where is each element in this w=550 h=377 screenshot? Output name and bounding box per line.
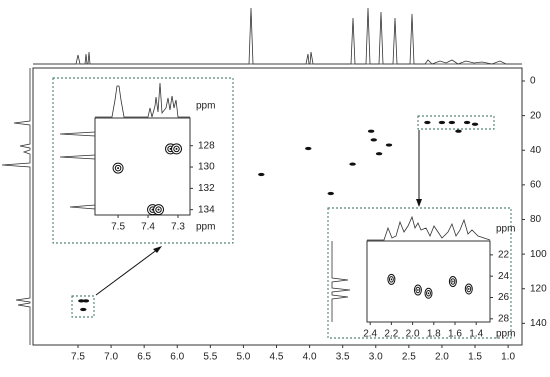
x-tick-label: 5.0 — [236, 352, 250, 363]
y-tick-label: 100 — [530, 249, 547, 260]
cross-peak — [463, 120, 471, 125]
y-tick-label: 60 — [530, 180, 542, 191]
contour-core — [390, 278, 393, 281]
contour-core — [169, 147, 172, 150]
contour-core — [468, 287, 470, 290]
cross-peak — [375, 152, 383, 156]
x-tick-label: 3.0 — [369, 352, 383, 363]
x-tick-label: 4.0 — [303, 352, 317, 363]
x-tick-label: 1.8 — [427, 329, 441, 340]
x-tick-label: 7.3 — [171, 222, 185, 233]
x-tick-label: 5.5 — [203, 352, 217, 363]
contour-ring — [173, 145, 180, 153]
cross-peak — [367, 129, 375, 133]
contour-core — [157, 208, 160, 211]
inset-top-projection — [95, 82, 190, 118]
y-tick-label: 24 — [498, 271, 510, 282]
plot-frame — [94, 117, 191, 216]
x-tick-label: 1.5 — [468, 352, 482, 363]
contour-ring — [155, 206, 162, 213]
main-frame — [32, 67, 523, 346]
x-tick-label: 2.4 — [363, 329, 377, 340]
contour-core — [117, 167, 120, 170]
y-axis-label: ppm — [196, 101, 215, 112]
x-tick-label: 4.5 — [270, 352, 284, 363]
contour-core — [417, 289, 419, 292]
contour-core — [452, 280, 454, 283]
contour-ring — [388, 276, 394, 283]
region-box — [417, 115, 495, 130]
cross-peak — [370, 138, 377, 142]
y-tick-label: 80 — [530, 214, 542, 225]
inset-box — [52, 77, 234, 244]
x-tick-label: 2.0 — [435, 352, 449, 363]
y-tick-label: 120 — [530, 283, 547, 294]
cross-peak — [424, 120, 431, 125]
y-tick-label: 134 — [198, 204, 215, 215]
inset-top-projection — [367, 215, 491, 241]
x-tick-label: 2.0 — [406, 329, 420, 340]
x-tick-label: 6.0 — [170, 352, 184, 363]
contour-ring — [466, 285, 472, 293]
region-box — [71, 295, 95, 318]
contour-core — [427, 292, 430, 295]
arrow — [95, 248, 159, 296]
arrowhead — [153, 246, 162, 253]
cross-peak — [385, 143, 393, 147]
x-tick-label: 2.5 — [402, 352, 416, 363]
x-tick-label: 7.5 — [111, 222, 125, 233]
contour-ring — [450, 278, 456, 285]
cross-peak — [305, 146, 312, 151]
contour-core — [151, 208, 154, 211]
y-tick-label: 128 — [198, 140, 215, 151]
cross-peak — [471, 122, 479, 126]
left-projection — [1, 68, 31, 345]
y-tick-label: 40 — [530, 145, 542, 156]
y-tick-label: 26 — [498, 292, 510, 303]
x-tick-label: 6.5 — [137, 352, 151, 363]
x-tick-label: 1.0 — [501, 352, 515, 363]
inset-box — [327, 207, 512, 339]
cross-peak — [327, 191, 334, 196]
cross-peak — [455, 129, 462, 133]
cross-peak — [448, 120, 456, 125]
x-axis-label: ppm — [196, 222, 215, 233]
y-tick-label: 130 — [198, 162, 215, 173]
contour-ring — [426, 289, 431, 297]
x-tick-label: 7.4 — [141, 222, 155, 233]
x-tick-label: 1.4 — [469, 329, 483, 340]
y-tick-label: 0 — [530, 76, 536, 87]
y-tick-label: 20 — [530, 110, 542, 121]
x-axis-label: ppm — [496, 329, 515, 340]
top-projection — [33, 7, 522, 65]
inset-left-projection — [59, 118, 96, 215]
x-tick-label: 1.6 — [448, 329, 462, 340]
inset-left-projection — [331, 241, 351, 322]
x-tick-label: 7.0 — [104, 352, 118, 363]
cross-peak — [82, 299, 90, 303]
y-tick-label: 28 — [498, 313, 510, 324]
y-axis-label: ppm — [496, 224, 515, 235]
x-tick-label: 3.5 — [336, 352, 350, 363]
contour-ring — [415, 286, 421, 294]
x-tick-label: 7.5 — [71, 352, 85, 363]
arrowhead — [416, 199, 422, 207]
y-tick-label: 140 — [530, 318, 547, 329]
y-tick-label: 132 — [198, 183, 215, 194]
cross-peak — [78, 299, 85, 303]
cross-peak — [80, 307, 87, 312]
contour-ring — [114, 164, 122, 172]
cross-peak — [258, 172, 265, 177]
y-tick-label: 22 — [498, 249, 510, 260]
cross-peak — [349, 162, 356, 166]
cross-peak — [438, 120, 446, 125]
contour-core — [175, 147, 178, 150]
x-tick-label: 2.2 — [384, 329, 398, 340]
plot-frame — [366, 240, 491, 323]
